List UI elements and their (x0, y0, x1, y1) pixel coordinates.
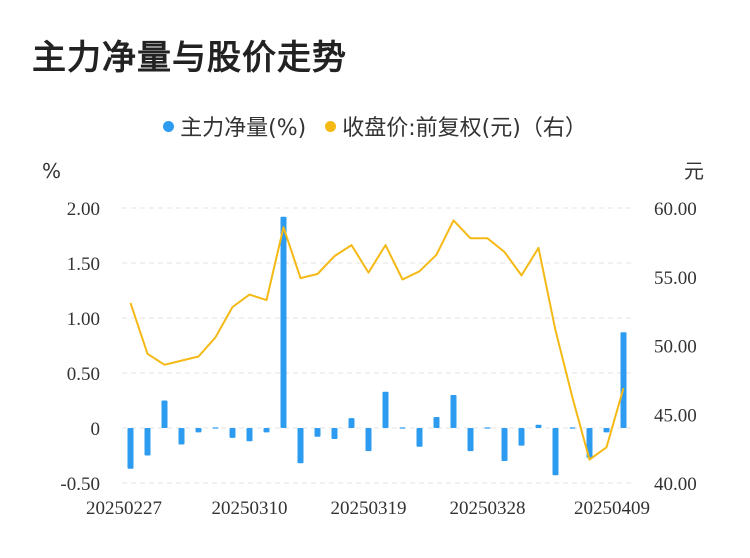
y-right-tick-label: 50.00 (654, 337, 697, 358)
chart-title: 主力净量与股价走势 (32, 38, 347, 78)
bar[interactable] (399, 427, 406, 429)
bar[interactable] (416, 428, 423, 447)
legend-label-bar: 主力净量(%) (180, 116, 307, 141)
bar[interactable] (382, 391, 389, 428)
bar[interactable] (450, 395, 457, 428)
y-left-tick-label: -0.50 (60, 474, 100, 495)
y-right-tick-label: 60.00 (654, 199, 697, 220)
legend-label-line: 收盘价:前复权(元)（右） (342, 116, 587, 141)
bar[interactable] (229, 428, 236, 438)
y-right-unit: 元 (684, 159, 704, 183)
legend: 主力净量(%) 收盘价:前复权(元)（右） (0, 110, 750, 142)
bar[interactable] (484, 427, 491, 429)
legend-dot-line (325, 120, 337, 132)
bar[interactable] (518, 428, 525, 446)
axes: 2.00 1.50 1.00 0.50 0 -0.50 60.00 55.00 50.00 45.… (42, 159, 704, 519)
y-right-tick-label: 40.00 (654, 474, 697, 495)
bar[interactable] (161, 400, 168, 429)
bar[interactable] (314, 428, 321, 437)
bar[interactable] (433, 417, 440, 428)
legend-dot-bar (163, 120, 175, 132)
bar[interactable] (127, 428, 134, 469)
gridlines (122, 207, 632, 484)
bar[interactable] (552, 428, 559, 476)
bar[interactable] (348, 418, 355, 428)
bar[interactable] (586, 428, 593, 458)
bar[interactable] (246, 428, 253, 442)
x-tick-label: 20250227 (86, 498, 162, 519)
y-left-tick-label: 1.50 (67, 254, 100, 275)
bar[interactable] (467, 428, 474, 452)
legend-item-line[interactable]: 收盘价:前复权(元)（右） (325, 110, 587, 142)
bar[interactable] (280, 216, 287, 428)
bar[interactable] (620, 332, 627, 428)
bar[interactable] (603, 428, 610, 433)
y-left-tick-label: 0 (91, 419, 101, 440)
x-tick-label: 20250310 (212, 498, 288, 519)
bar[interactable] (297, 428, 304, 464)
y-left-tick-label: 0.50 (67, 364, 100, 385)
bar[interactable] (195, 428, 202, 433)
y-left-tick-label: 2.00 (67, 199, 100, 220)
bar[interactable] (501, 428, 508, 461)
legend-item-bar[interactable]: 主力净量(%) (163, 110, 306, 142)
bar[interactable] (212, 427, 219, 429)
bar[interactable] (535, 424, 542, 428)
y-left-tick-label: 1.00 (67, 309, 100, 330)
bar[interactable] (263, 428, 270, 433)
bar-series (127, 216, 627, 476)
bar[interactable] (569, 427, 576, 429)
y-right-tick-label: 55.00 (654, 268, 697, 289)
bar[interactable] (178, 428, 185, 445)
price-line[interactable] (129, 219, 625, 461)
bar[interactable] (365, 428, 372, 452)
y-right-tick-label: 45.00 (654, 405, 697, 426)
bar[interactable] (331, 428, 338, 439)
x-tick-label: 20250319 (331, 498, 407, 519)
x-tick-label: 20250409 (574, 498, 650, 519)
x-tick-label: 20250328 (450, 498, 526, 519)
y-left-unit: % (42, 159, 61, 183)
bar[interactable] (144, 428, 151, 456)
line-series (129, 219, 625, 461)
